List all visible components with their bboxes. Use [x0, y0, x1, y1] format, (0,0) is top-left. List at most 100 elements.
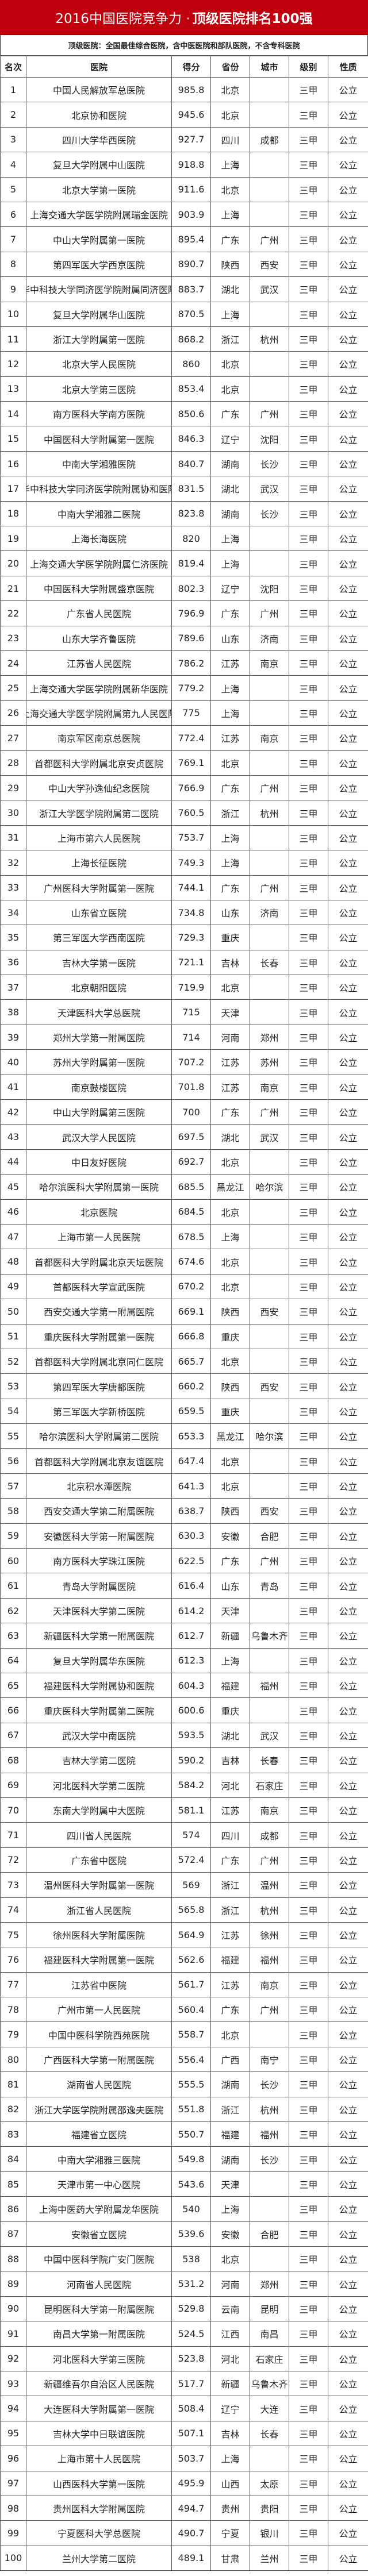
type-cell: 公立 — [328, 1672, 368, 1699]
city-cell: 青岛 — [250, 1573, 289, 1599]
city-cell: 合肥 — [250, 2221, 289, 2247]
level-cell: 三甲 — [289, 450, 328, 477]
score-cell: 584.2 — [171, 1772, 211, 1798]
city-cell: 长沙 — [250, 2071, 289, 2097]
city-cell: 长沙 — [250, 500, 289, 527]
type-cell: 公立 — [328, 975, 368, 1000]
city-cell — [250, 1348, 289, 1374]
type-cell: 公立 — [328, 450, 368, 477]
score-cell: 721.1 — [171, 949, 211, 976]
table-row: 17 华中科技大学同济医学院附属协和医院 831.5 湖北 武汉 三甲 公立 — [0, 476, 368, 502]
level-cell: 三甲 — [289, 401, 328, 427]
city-cell — [250, 975, 289, 1000]
hospital-cell: 东南大学附属中大医院 — [26, 1797, 172, 1823]
province-cell: 重庆 — [210, 1697, 250, 1723]
hospital-cell: 西安交通大学第一附属医院 — [26, 1299, 172, 1324]
hospital-name: 中日友好医院 — [71, 1157, 126, 1168]
table-header: 名次 医院 得分 省份 城市 级别 性质 — [0, 56, 368, 78]
hospital-name: 西安交通大学第一附属医院 — [43, 1307, 154, 1318]
province-cell: 浙江 — [210, 326, 250, 352]
level-cell: 三甲 — [289, 2071, 328, 2097]
rank-cell: 4 — [0, 152, 26, 178]
level-cell: 三甲 — [289, 850, 328, 876]
table-row: 88 中国中医科学院广安门医院 538 北京 三甲 公立 — [0, 2246, 368, 2272]
province-cell: 江苏 — [210, 1797, 250, 1823]
province-cell: 北京 — [210, 2246, 250, 2272]
city-cell: 郑州 — [250, 1024, 289, 1050]
rank-cell: 63 — [0, 1623, 26, 1649]
city-cell — [250, 1448, 289, 1474]
city-cell — [250, 1249, 289, 1274]
city-cell: 沈阳 — [250, 575, 289, 602]
city-cell: 银川 — [250, 2520, 289, 2546]
type-cell: 公立 — [328, 2545, 368, 2571]
province-cell: 河北 — [210, 1772, 250, 1798]
city-cell: 南京 — [250, 725, 289, 751]
table-row: 76 福建医科大学附属第一医院 562.6 福建 福州 三甲 公立 — [0, 1947, 368, 1973]
score-cell: 543.6 — [171, 2171, 211, 2197]
level-cell: 三甲 — [289, 1448, 328, 1474]
level-cell: 三甲 — [289, 152, 328, 178]
hospital-cell: 南京军区南京总医院 — [26, 725, 172, 751]
level-cell: 三甲 — [289, 2321, 328, 2347]
province-cell: 北京 — [210, 102, 250, 128]
score-cell: 715 — [171, 999, 211, 1025]
hospital-cell: 哈尔滨医科大学附属第二医院 — [26, 1423, 172, 1449]
rank-cell: 99 — [0, 2520, 26, 2546]
table-row: 66 重庆医科大学附属第二医院 600.6 重庆 三甲 公立 — [0, 1697, 368, 1723]
type-cell: 公立 — [328, 1822, 368, 1848]
level-cell: 三甲 — [289, 1972, 328, 1998]
city-cell: 昆明 — [250, 2296, 289, 2322]
level-cell: 三甲 — [289, 750, 328, 776]
score-cell: 572.4 — [171, 1847, 211, 1873]
city-cell: 西安 — [250, 251, 289, 278]
hospital-cell: 山西医科大学第一医院 — [26, 2470, 172, 2496]
table-row: 68 吉林大学第二医院 590.2 吉林 长春 三甲 公立 — [0, 1747, 368, 1773]
score-cell: 684.5 — [171, 1199, 211, 1225]
hospital-cell: 上海中医药大学附属龙华医院 — [26, 2196, 172, 2222]
hospital-name: 宁夏医科大学总医院 — [57, 2528, 140, 2540]
hospital-cell: 浙江大学附属第一医院 — [26, 326, 172, 352]
hospital-name: 中山大学附属第一医院 — [52, 234, 145, 246]
hospital-cell: 武汉大学人民医院 — [26, 1124, 172, 1150]
province-cell: 山东 — [210, 1573, 250, 1599]
score-cell: 831.5 — [171, 476, 211, 502]
province-cell: 湖北 — [210, 276, 250, 302]
hospital-cell: 河北医科大学第三医院 — [26, 2346, 172, 2371]
score-cell: 685.5 — [171, 1174, 211, 1200]
table-row: 100 兰州大学第二医院 489.1 甘肃 兰州 三甲 公立 — [0, 2545, 368, 2571]
rank-cell: 100 — [0, 2545, 26, 2571]
table-row: 62 天津医科大学第二医院 614.2 天津 三甲 公立 — [0, 1597, 368, 1624]
hospital-cell: 青岛大学附属医院 — [26, 1573, 172, 1599]
score-cell: 674.6 — [171, 1249, 211, 1274]
city-cell: 长春 — [250, 2420, 289, 2447]
hospital-cell: 复旦大学附属华东医院 — [26, 1647, 172, 1674]
hospital-cell: 上海交通大学医学院附属瑞金医院 — [26, 201, 172, 228]
rank-cell: 76 — [0, 1947, 26, 1973]
province-cell: 湖北 — [210, 476, 250, 502]
rank-cell: 14 — [0, 401, 26, 427]
hospital-cell: 复旦大学附属华山医院 — [26, 301, 172, 327]
hospital-name: 天津医科大学总医院 — [57, 1007, 140, 1019]
rank-cell: 98 — [0, 2495, 26, 2521]
hospital-name: 安徽医科大学第一附属医院 — [43, 1531, 154, 1542]
level-cell: 三甲 — [289, 575, 328, 602]
hospital-cell: 兰州大学第二医院 — [26, 2545, 172, 2571]
score-cell: 678.5 — [171, 1223, 211, 1250]
type-cell: 公立 — [328, 351, 368, 377]
table-row: 48 首都医科大学附属北京天坛医院 674.6 北京 三甲 公立 — [0, 1249, 368, 1274]
hospital-cell: 第四军医大学唐都医院 — [26, 1373, 172, 1399]
rank-cell: 58 — [0, 1498, 26, 1524]
city-cell — [250, 1597, 289, 1624]
table-row: 9 华中科技大学同济医学院附属同济医院 883.7 湖北 武汉 三甲 公立 — [0, 276, 368, 302]
level-cell: 三甲 — [289, 1573, 328, 1599]
city-cell: 兰州 — [250, 2545, 289, 2571]
table-row: 22 广东省人民医院 796.9 广东 广州 三甲 公立 — [0, 600, 368, 626]
table-row: 75 徐州医科大学附属医院 564.9 江苏 徐州 三甲 公立 — [0, 1922, 368, 1948]
rank-cell: 21 — [0, 575, 26, 602]
hospital-name: 武汉大学人民医院 — [62, 1132, 136, 1143]
level-cell: 三甲 — [289, 1847, 328, 1873]
city-cell — [250, 1647, 289, 1674]
city-cell: 福州 — [250, 2121, 289, 2147]
hospital-cell: 复旦大学附属中山医院 — [26, 152, 172, 178]
